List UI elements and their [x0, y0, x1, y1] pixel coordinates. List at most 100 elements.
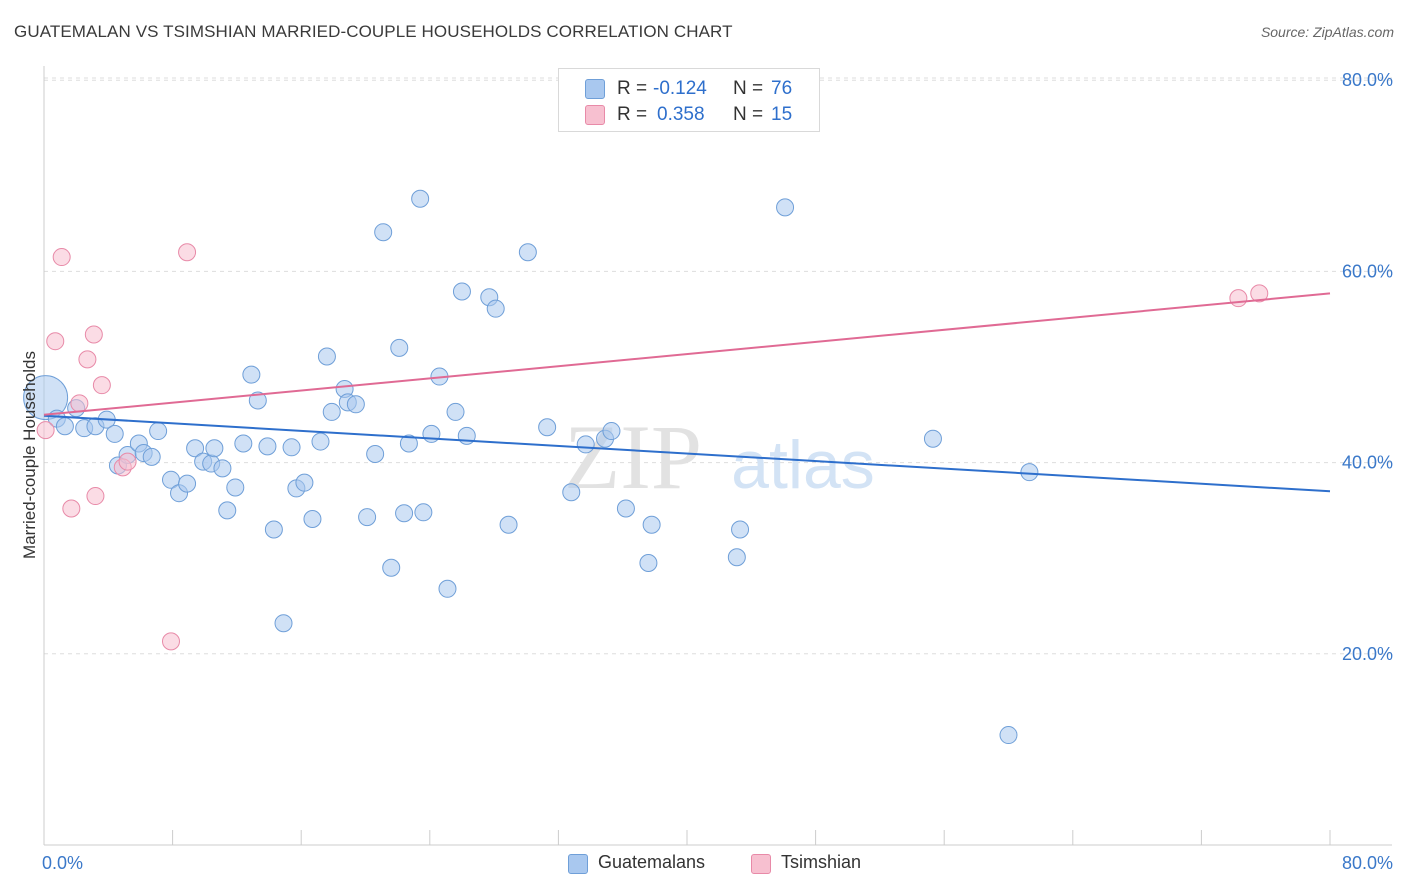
gridlines	[44, 77, 1392, 655]
point-guatemalans	[258, 437, 277, 456]
point-guatemalans	[226, 478, 245, 497]
trend-lines	[43, 292, 1331, 493]
point-guatemalans	[518, 243, 537, 262]
point-guatemalans	[178, 474, 197, 493]
point-guatemalans	[616, 499, 635, 518]
point-tsimshian	[1250, 284, 1269, 303]
point-tsimshian	[86, 487, 105, 506]
point-guatemalans	[486, 299, 505, 318]
point-guatemalans	[366, 444, 385, 463]
correlation-legend: R = -0.124 N = 76 R = 0.358 N = 15	[558, 68, 820, 132]
point-tsimshian	[70, 394, 89, 413]
bottom-legend-swatch-guatemalans	[568, 854, 588, 874]
point-guatemalans	[55, 417, 74, 436]
point-guatemalans	[282, 438, 301, 457]
trendline-tsimshian	[43, 292, 1331, 416]
x-tick-label: 80.0%	[1342, 853, 1393, 873]
point-tsimshian	[1229, 289, 1248, 308]
point-guatemalans	[358, 508, 377, 527]
point-guatemalans	[205, 439, 224, 458]
point-tsimshian	[46, 332, 65, 351]
point-guatemalans	[776, 198, 795, 217]
point-guatemalans	[411, 189, 430, 208]
point-guatemalans	[499, 515, 518, 534]
legend-n-label: N =	[733, 78, 764, 99]
point-guatemalans	[923, 429, 942, 448]
point-guatemalans	[346, 395, 365, 414]
point-guatemalans	[999, 726, 1018, 745]
point-guatemalans	[317, 347, 336, 366]
watermark-atlas: atlas	[731, 427, 875, 503]
chart-title: GUATEMALAN VS TSIMSHIAN MARRIED-COUPLE H…	[14, 22, 733, 41]
point-guatemalans	[295, 473, 314, 492]
legend-r-value: -0.124	[653, 78, 707, 99]
point-guatemalans	[264, 520, 283, 539]
x-tick-label: 0.0%	[42, 853, 83, 873]
legend-r-value: 0.358	[657, 104, 705, 125]
point-guatemalans	[218, 501, 237, 520]
point-guatemalans	[562, 483, 581, 502]
point-guatemalans	[242, 365, 261, 384]
point-guatemalans	[452, 282, 471, 301]
legend-swatch-tsimshian	[585, 105, 605, 125]
point-guatemalans	[438, 579, 457, 598]
trendline-guatemalans	[43, 414, 1331, 493]
point-guatemalans	[446, 402, 465, 421]
source-label: Source: ZipAtlas.com	[1260, 24, 1394, 40]
legend-r-label: R =	[617, 104, 648, 125]
point-guatemalans	[642, 515, 661, 534]
point-guatemalans	[311, 432, 330, 451]
point-tsimshian	[52, 248, 71, 267]
bottom-legend-swatch-tsimshian	[751, 854, 771, 874]
point-guatemalans	[274, 614, 293, 633]
watermark: ZIP atlas	[564, 406, 875, 508]
point-guatemalans	[390, 338, 409, 357]
watermark-zip: ZIP	[564, 406, 702, 508]
point-tsimshian	[36, 421, 55, 440]
tick-labels: 20.0% 40.0% 60.0% 80.0% 0.0% 80.0%	[42, 70, 1393, 873]
legend-n-value: 15	[771, 104, 793, 125]
point-guatemalans	[422, 424, 441, 443]
point-tsimshian	[92, 376, 111, 395]
point-tsimshian	[178, 243, 197, 262]
point-tsimshian	[118, 452, 137, 471]
point-guatemalans	[234, 434, 253, 453]
point-guatemalans	[322, 402, 341, 421]
point-tsimshian	[78, 350, 97, 369]
point-guatemalans	[538, 418, 557, 437]
legend-n-label: N =	[733, 104, 764, 125]
point-guatemalans	[142, 447, 161, 466]
point-guatemalans	[395, 504, 414, 523]
point-guatemalans	[576, 435, 595, 454]
point-guatemalans	[149, 422, 168, 441]
bottom-legend-label: Guatemalans	[598, 852, 706, 872]
point-guatemalans	[727, 548, 746, 567]
point-guatemalans	[731, 520, 750, 539]
y-tick-label: 20.0%	[1342, 644, 1393, 664]
point-guatemalans	[23, 375, 69, 421]
point-guatemalans	[186, 439, 205, 458]
point-guatemalans	[399, 434, 418, 453]
point-tsimshian	[84, 325, 103, 344]
legend-n-value: 76	[771, 78, 793, 99]
y-tick-label: 80.0%	[1342, 70, 1393, 90]
legend-r-label: R =	[617, 78, 648, 99]
y-tick-label: 60.0%	[1342, 261, 1393, 281]
point-guatemalans	[1020, 463, 1039, 482]
point-guatemalans	[105, 424, 124, 443]
y-axis-label: Married-couple Households	[20, 351, 39, 559]
point-guatemalans	[602, 422, 621, 441]
axes	[43, 66, 1392, 846]
y-tick-label: 40.0%	[1342, 453, 1393, 473]
point-guatemalans	[303, 510, 322, 529]
point-guatemalans	[639, 553, 658, 572]
point-tsimshian	[161, 632, 180, 651]
bottom-legend-label: Tsimshian	[781, 852, 862, 872]
point-guatemalans	[213, 459, 232, 478]
point-guatemalans	[414, 503, 433, 522]
point-guatemalans	[374, 223, 393, 242]
point-guatemalans	[248, 391, 267, 410]
point-guatemalans	[382, 558, 401, 577]
legend-swatch-guatemalans	[585, 79, 605, 99]
